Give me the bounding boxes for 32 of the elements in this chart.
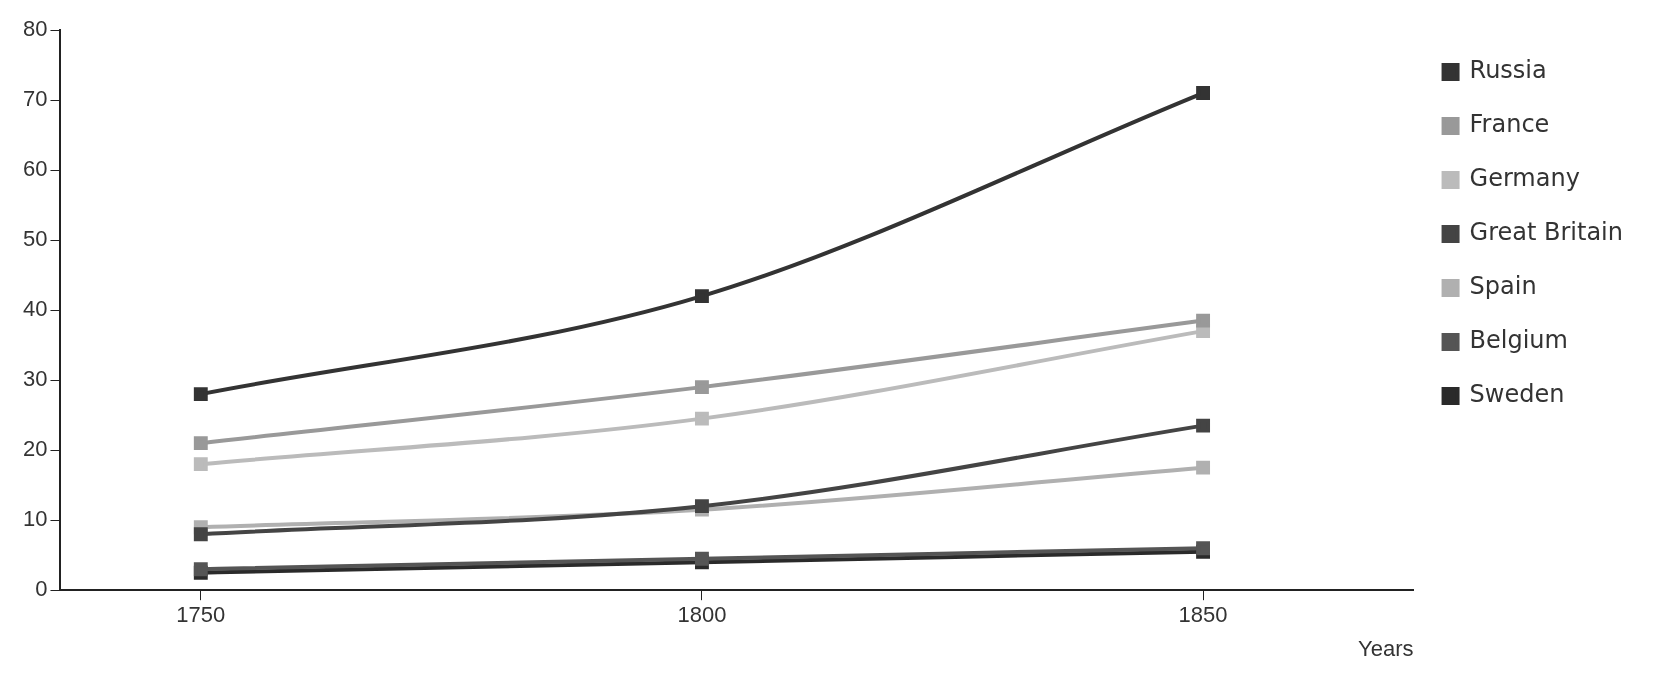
point	[193, 436, 208, 451]
point	[193, 387, 208, 402]
legend-label: Belgium	[1469, 326, 1568, 355]
legend-label: Germany	[1469, 164, 1580, 193]
point	[193, 527, 208, 542]
y-tick-label: 50	[22, 226, 48, 252]
x-tick-label: 1800	[677, 602, 727, 628]
x-tick-label: 1750	[176, 602, 226, 628]
legend-label: Russia	[1469, 56, 1547, 85]
point	[1196, 418, 1211, 433]
x-axis-title: Years	[1358, 635, 1414, 661]
y-tick-label: 20	[22, 436, 48, 462]
point	[694, 380, 709, 395]
legend-label: France	[1469, 110, 1550, 139]
point	[694, 551, 709, 566]
y-tick-label: 30	[22, 366, 48, 392]
y-tick-label: 0	[35, 576, 48, 602]
point	[1196, 313, 1211, 328]
y-tick-label: 60	[22, 156, 48, 182]
y-tick-label: 80	[22, 16, 48, 42]
legend-label: Sweden	[1469, 380, 1565, 409]
point	[694, 411, 709, 426]
legend-label: Great Britain	[1469, 218, 1624, 247]
point	[1196, 86, 1211, 100]
y-tick-label: 40	[22, 296, 48, 322]
point	[193, 457, 208, 472]
point	[1196, 460, 1211, 475]
y-tick-label: 70	[22, 86, 48, 112]
point	[694, 289, 709, 304]
x-tick-label: 1850	[1178, 602, 1228, 628]
legend-label: Spain	[1469, 272, 1537, 301]
y-tick-label: 10	[22, 506, 48, 532]
